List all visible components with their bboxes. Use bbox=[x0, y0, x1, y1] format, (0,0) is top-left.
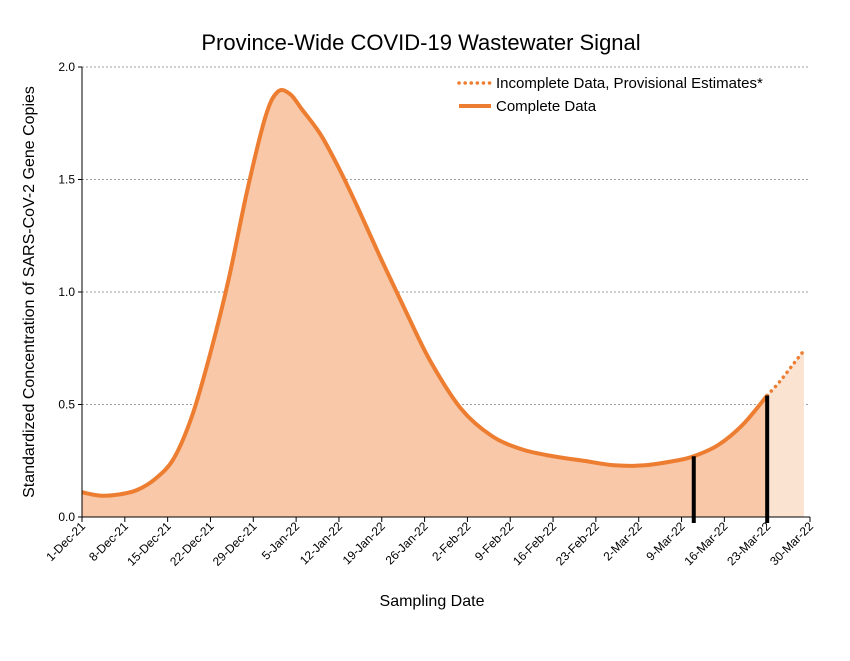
date-markers bbox=[691, 395, 770, 523]
x-tick-label: 16-Mar-22 bbox=[681, 519, 730, 568]
x-tick-label: 12-Jan-22 bbox=[297, 519, 345, 567]
y-tick-label: 1.5 bbox=[58, 173, 75, 187]
x-tick-label: 22-Dec-21 bbox=[167, 519, 217, 569]
x-tick-label: 23-Feb-22 bbox=[553, 519, 602, 568]
y-tick-label: 0.5 bbox=[58, 398, 75, 412]
y-tick-label: 1.0 bbox=[58, 285, 75, 299]
x-tick-label: 23-Mar-22 bbox=[724, 519, 773, 568]
chart-title: Province-Wide COVID-19 Wastewater Signal bbox=[201, 30, 640, 55]
legend-label-incomplete: Incomplete Data, Provisional Estimates* bbox=[496, 75, 763, 92]
x-tick-label: 9-Feb-22 bbox=[472, 519, 517, 564]
legend-label-complete: Complete Data bbox=[496, 98, 597, 115]
y-tick-label: 2.0 bbox=[58, 60, 75, 74]
x-axis-title: Sampling Date bbox=[380, 593, 485, 610]
x-tick-label: 16-Feb-22 bbox=[510, 519, 559, 568]
x-tick-label: 8-Dec-21 bbox=[86, 519, 131, 564]
y-axis-title: Standardized Concentration of SARS-CoV-2… bbox=[21, 86, 38, 498]
x-tick-label: 26-Jan-22 bbox=[383, 519, 431, 567]
area-fills bbox=[82, 90, 804, 517]
y-tick-labels: 0.0 0.5 1.0 1.5 2.0 bbox=[58, 60, 75, 524]
x-tick-label: 30-Mar-22 bbox=[767, 519, 816, 568]
x-tick-labels: 1-Dec-218-Dec-2115-Dec-2122-Dec-2129-Dec… bbox=[43, 519, 816, 569]
x-tick-label: 1-Dec-21 bbox=[43, 519, 88, 564]
x-tick-label: 9-Mar-22 bbox=[643, 519, 688, 564]
legend: Incomplete Data, Provisional Estimates* … bbox=[457, 75, 763, 115]
x-tick-label: 29-Dec-21 bbox=[210, 519, 260, 569]
x-tick-label: 2-Mar-22 bbox=[601, 519, 646, 564]
x-tick-label: 15-Dec-21 bbox=[124, 519, 174, 569]
y-tick-label: 0.0 bbox=[58, 510, 75, 524]
axes bbox=[78, 66, 811, 522]
area-complete bbox=[82, 90, 768, 517]
x-tick-label: 5-Jan-22 bbox=[259, 519, 303, 563]
line-complete bbox=[81, 88, 769, 498]
gridlines bbox=[82, 66, 810, 405]
area-incomplete bbox=[767, 350, 804, 517]
x-tick-label: 19-Jan-22 bbox=[340, 519, 388, 567]
line-incomplete bbox=[765, 348, 806, 398]
x-tick-label: 2-Feb-22 bbox=[429, 519, 474, 564]
series-lines bbox=[81, 88, 806, 498]
